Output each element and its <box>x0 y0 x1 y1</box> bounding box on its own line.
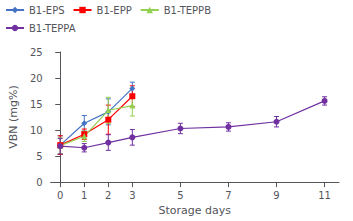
svg-text:11: 11 <box>318 190 331 201</box>
svg-text:2: 2 <box>105 190 111 201</box>
svg-text:B1-TEPPB: B1-TEPPB <box>164 5 211 16</box>
svg-text:3: 3 <box>129 190 135 201</box>
svg-text:10: 10 <box>30 125 43 136</box>
svg-text:5: 5 <box>36 151 42 162</box>
svg-text:9: 9 <box>273 190 279 201</box>
svg-text:Storage days: Storage days <box>159 204 232 217</box>
svg-text:25: 25 <box>30 47 43 58</box>
svg-text:7: 7 <box>225 190 231 201</box>
svg-text:B1-TEPPA: B1-TEPPA <box>29 23 76 34</box>
svg-text:5: 5 <box>177 190 183 201</box>
svg-text:20: 20 <box>30 73 43 84</box>
svg-text:B1-EPP: B1-EPP <box>97 5 132 16</box>
svg-text:1: 1 <box>81 190 87 201</box>
svg-text:15: 15 <box>30 99 43 110</box>
svg-text:0: 0 <box>36 177 42 188</box>
svg-text:VBN (mg%): VBN (mg%) <box>7 85 20 149</box>
svg-text:0: 0 <box>57 190 63 201</box>
svg-text:B1-EPS: B1-EPS <box>29 5 65 16</box>
